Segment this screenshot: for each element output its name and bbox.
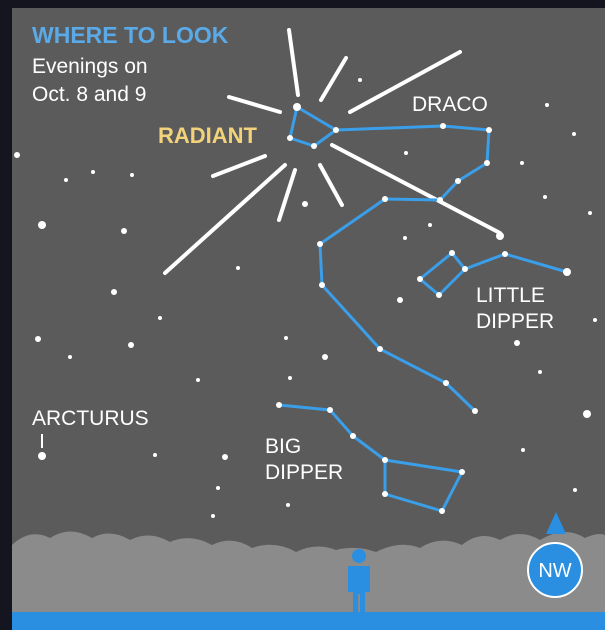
subtitle: Evenings on bbox=[32, 55, 148, 78]
draco-label: DRACO bbox=[412, 93, 488, 116]
compass-label: NW bbox=[538, 560, 571, 582]
little-dipper-label: DIPPER bbox=[476, 310, 554, 333]
subtitle: Oct. 8 and 9 bbox=[32, 83, 146, 106]
page: {"header": {"title": "WHERE TO LOOK", "s… bbox=[0, 0, 605, 630]
sky-map: NW WHERE TO LOOK Evenings on Oct. 8 and … bbox=[0, 0, 605, 630]
big-dipper-label: DIPPER bbox=[265, 461, 343, 484]
title: WHERE TO LOOK bbox=[32, 22, 229, 48]
arcturus-tick bbox=[41, 434, 43, 448]
horizon-band bbox=[12, 612, 605, 630]
little-dipper-label: LITTLE bbox=[476, 284, 545, 307]
big-dipper-label: BIG bbox=[265, 435, 301, 458]
arcturus-label: ARCTURUS bbox=[32, 407, 149, 430]
radiant-label: RADIANT bbox=[158, 123, 258, 148]
